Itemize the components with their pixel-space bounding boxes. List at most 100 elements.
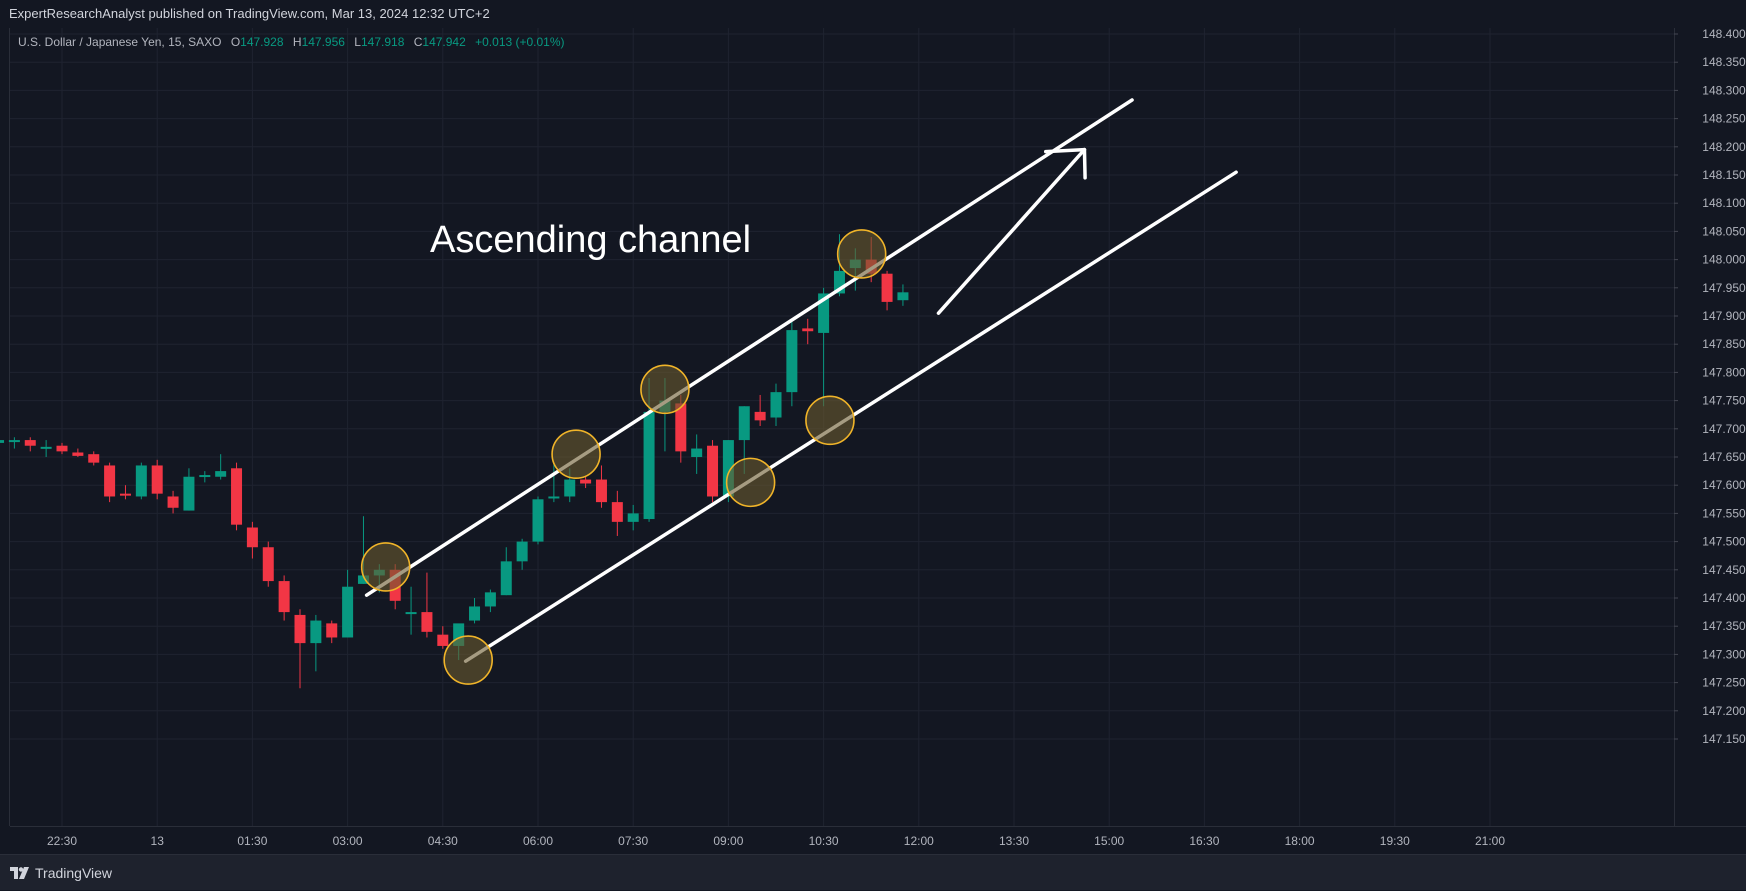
candle-body — [40, 446, 52, 449]
candle-body — [627, 513, 639, 522]
candle — [119, 485, 131, 500]
trend-arrow-head — [1043, 147, 1087, 180]
candle — [151, 459, 163, 500]
price-tick-label: 147.450 — [1702, 563, 1746, 577]
time-tick-label: 12:00 — [904, 834, 934, 848]
candle — [199, 471, 211, 483]
candle — [405, 586, 417, 635]
candle — [484, 589, 496, 613]
price-tick-label: 147.650 — [1702, 450, 1746, 464]
candle — [897, 284, 909, 306]
candle-body — [770, 392, 782, 418]
price-tick-label: 147.350 — [1702, 619, 1746, 633]
candle — [627, 504, 639, 531]
price-tick-label: 147.700 — [1702, 422, 1746, 436]
candle-body — [595, 479, 607, 503]
candle-body — [135, 465, 147, 497]
candle-body — [643, 411, 655, 520]
candle — [40, 440, 52, 457]
candle-body — [802, 328, 814, 332]
price-tick-label: 148.000 — [1702, 253, 1746, 267]
price-tick-label: 147.400 — [1702, 591, 1746, 605]
candle-body — [24, 440, 36, 446]
price-tick-label: 147.850 — [1702, 337, 1746, 351]
candle-body — [215, 471, 227, 477]
price-tick-label: 147.150 — [1702, 732, 1746, 746]
candle — [595, 465, 607, 508]
candle-body — [357, 575, 369, 584]
price-tick-label: 148.050 — [1702, 224, 1746, 238]
candle-body — [707, 445, 719, 497]
candle — [135, 462, 147, 500]
candle-body — [310, 620, 322, 644]
candle-body — [151, 465, 163, 494]
channel-upper-line — [364, 98, 1134, 597]
time-tick-label: 21:00 — [1475, 834, 1505, 848]
candle-body — [738, 406, 750, 441]
low-value: 147.918 — [360, 35, 405, 49]
time-tick-label: 18:00 — [1285, 834, 1315, 848]
candle-body — [881, 273, 893, 302]
candle-body — [532, 499, 544, 542]
candle — [580, 476, 592, 489]
candle — [707, 440, 719, 503]
candle — [691, 434, 703, 474]
candle-body — [469, 606, 481, 621]
candle-body — [326, 623, 338, 638]
price-tick-label: 148.350 — [1702, 55, 1746, 69]
time-tick-label: 09:00 — [713, 834, 743, 848]
candle — [72, 448, 84, 457]
candle-body — [453, 623, 465, 646]
candle — [104, 462, 116, 503]
close-value: 147.942 — [422, 35, 466, 49]
candle-body — [421, 612, 433, 632]
time-tick-label: 15:00 — [1094, 834, 1124, 848]
candle-body — [516, 541, 528, 562]
candles — [0, 234, 909, 689]
footer: TradingView — [0, 854, 1746, 890]
candle — [24, 437, 36, 452]
candle — [88, 451, 100, 466]
price-tick-label: 147.500 — [1702, 535, 1746, 549]
candle — [548, 462, 560, 503]
candle — [278, 575, 290, 621]
tradingview-brand[interactable]: TradingView — [10, 855, 112, 891]
candle-body — [342, 586, 354, 638]
time-tick-label: 13:30 — [999, 834, 1029, 848]
time-tick-label: 13 — [151, 834, 165, 848]
candle-body — [484, 592, 496, 607]
candle — [516, 538, 528, 570]
change-value: +0.013 (+0.01%) — [475, 35, 565, 49]
candle-body — [500, 561, 512, 596]
open-label: O — [230, 35, 241, 49]
candle — [770, 383, 782, 426]
candle-body — [199, 475, 211, 478]
candle — [881, 270, 893, 311]
candle-body — [786, 330, 798, 393]
candle-body — [580, 479, 592, 484]
time-tick-label: 16:30 — [1189, 834, 1219, 848]
candle — [294, 609, 306, 689]
price-tick-label: 147.600 — [1702, 478, 1746, 492]
high-label: H — [292, 35, 302, 49]
price-axis-bg — [1674, 28, 1746, 826]
candle-body — [675, 403, 687, 452]
candle-body — [564, 479, 576, 497]
price-tick-label: 148.400 — [1702, 27, 1746, 41]
candle-body — [104, 465, 116, 497]
candle-body — [246, 527, 258, 548]
candle — [500, 547, 512, 596]
candle — [167, 490, 179, 514]
symbol-legend: U.S. Dollar / Japanese Yen, 15, SAXO O14… — [18, 35, 565, 49]
time-tick-label: 06:00 — [523, 834, 553, 848]
touch-point-circle — [443, 635, 493, 685]
candle-body — [119, 493, 131, 496]
time-tick-label: 04:30 — [428, 834, 458, 848]
candle — [56, 442, 68, 455]
price-tick-label: 148.250 — [1702, 112, 1746, 126]
candle — [262, 541, 274, 587]
time-tick-label: 03:00 — [333, 834, 363, 848]
candle — [421, 572, 433, 638]
candle-body — [231, 468, 243, 525]
